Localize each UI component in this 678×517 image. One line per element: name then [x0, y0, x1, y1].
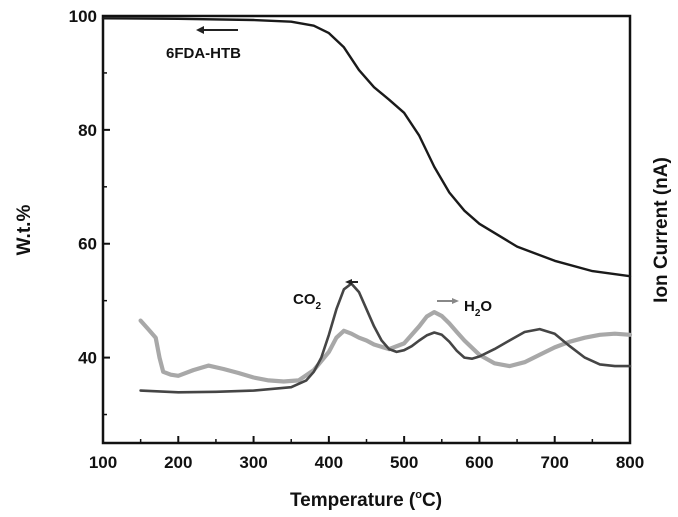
- y-tick-label-60: 60: [78, 235, 97, 254]
- co2-arrow-head: [345, 279, 352, 285]
- x-tick-label-800: 800: [616, 453, 644, 472]
- h2o-label-tail: O: [480, 298, 492, 315]
- x-tick-label-300: 300: [239, 453, 267, 472]
- sample-arrow-head: [196, 26, 204, 34]
- x-tick-label-100: 100: [89, 453, 117, 472]
- x-tick-label-200: 200: [164, 453, 192, 472]
- h2o-arrow-head: [452, 298, 459, 304]
- co2-label-sub: 2: [316, 301, 322, 312]
- x-axis-title: Temperature (oC): [290, 489, 442, 511]
- ticks-layer: 100 200 300 400 500 600 700 800 40 60 80 100: [69, 7, 645, 472]
- annotations: 6FDA-HTB CO2 H2O: [166, 26, 492, 319]
- x-axis-title-main: Temperature (: [290, 490, 416, 511]
- x-tick-label-700: 700: [541, 453, 569, 472]
- series-line-h2o: [141, 312, 630, 381]
- x-axis-title-unit: C): [422, 490, 442, 511]
- y-axis-right-title: Ion Current (nA): [651, 157, 672, 303]
- x-tick-label-600: 600: [465, 453, 493, 472]
- y-axis-left-title: W.t.%: [14, 205, 35, 256]
- co2-label-main: CO: [293, 291, 316, 308]
- y-tick-label-40: 40: [78, 349, 97, 368]
- h2o-label: H2O: [464, 298, 492, 319]
- sample-label: 6FDA-HTB: [166, 45, 241, 62]
- h2o-label-main: H: [464, 298, 475, 315]
- co2-label: CO2: [293, 291, 322, 312]
- y-tick-label-100: 100: [69, 7, 97, 26]
- x-tick-label-500: 500: [390, 453, 418, 472]
- series-layer: [103, 18, 630, 392]
- y-tick-label-80: 80: [78, 121, 97, 140]
- series-line-co2: [141, 284, 630, 393]
- x-tick-label-400: 400: [315, 453, 343, 472]
